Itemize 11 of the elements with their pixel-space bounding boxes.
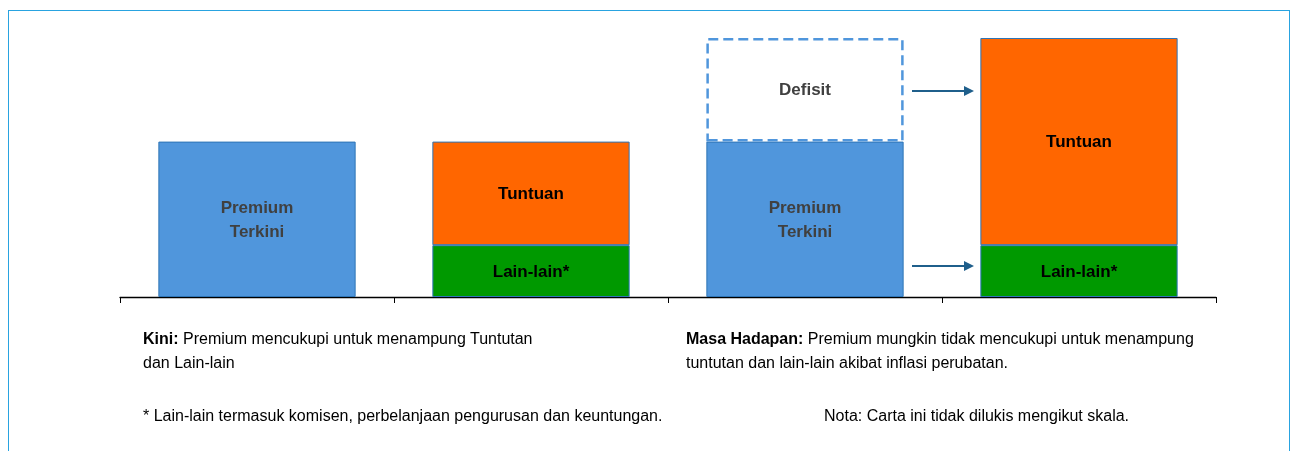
text: Nota: Carta ini tidak dilukis mengikut skala. <box>824 407 1130 424</box>
series-label: Tuntuan <box>498 183 564 203</box>
series-label: Lain-lain* <box>492 261 570 281</box>
series-label: Premium Terkini <box>220 197 294 241</box>
text: * Lain-lain termasuk komisen, perbelanjaan pengurusan dan keuntungan. <box>143 407 663 424</box>
text: Lain-lain* <box>1040 261 1118 281</box>
text: Tuntuan <box>1046 132 1112 152</box>
text: Masa Hadapan: Premium mungkin tidak mencukupi untuk menampung tuntutan dan lain-lain akibat inflasi perubatan. <box>686 330 1194 371</box>
series-label: Defisit <box>779 80 832 100</box>
text: Premium Terkini <box>768 197 842 241</box>
text: Kini: Premium mencukupi untuk menampung Tuntutan dan Lain-lain <box>143 330 533 371</box>
